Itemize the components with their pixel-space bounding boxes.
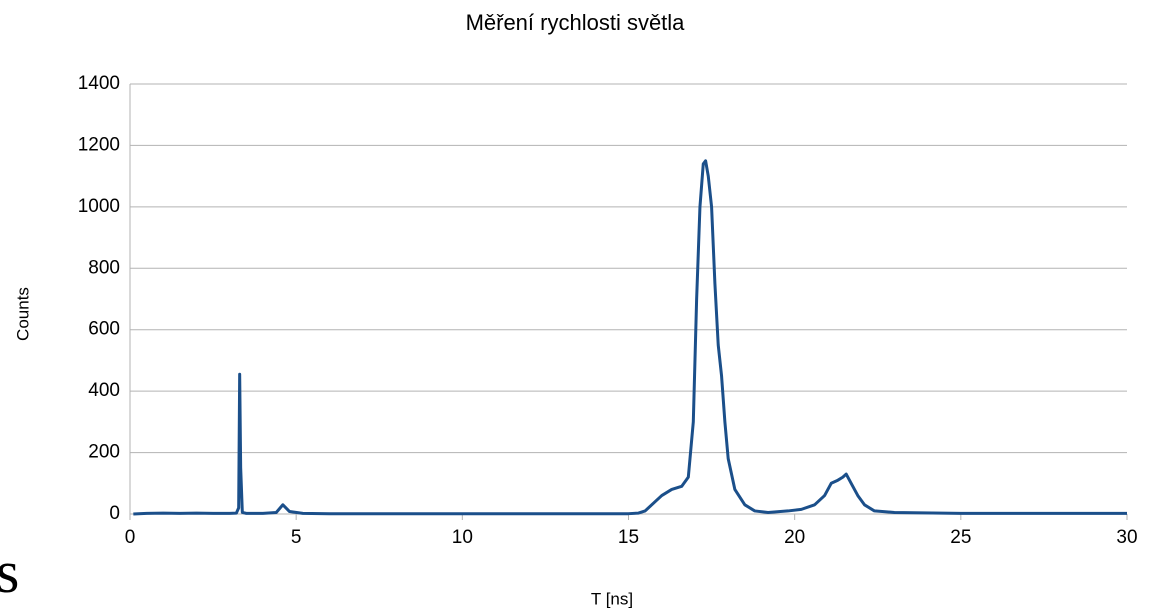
x-axis-label: T [ns]	[591, 589, 633, 608]
chart-title: Měření rychlosti světla	[466, 10, 686, 35]
annotation: s	[0, 539, 19, 605]
x-tick-label: 30	[1116, 527, 1137, 548]
y-axis-label: Counts	[13, 287, 32, 341]
y-tick-label: 200	[88, 442, 120, 463]
x-tick-label: 10	[452, 527, 473, 548]
x-tick-label: 15	[618, 527, 639, 548]
x-tick-label: 5	[291, 527, 302, 548]
y-tick-label: 600	[88, 319, 120, 340]
y-tick-label: 800	[88, 257, 120, 278]
y-tick-label: 1400	[78, 73, 120, 94]
y-tick-label: 400	[88, 380, 120, 401]
y-tick-label: 1000	[78, 196, 120, 217]
y-tick-label: 0	[109, 503, 120, 524]
y-tick-label: 1200	[78, 134, 120, 155]
x-tick-label: 25	[950, 527, 971, 548]
data-line	[133, 159, 1127, 516]
x-tick-label: 0	[125, 527, 136, 548]
x-tick-label: 20	[784, 527, 805, 548]
